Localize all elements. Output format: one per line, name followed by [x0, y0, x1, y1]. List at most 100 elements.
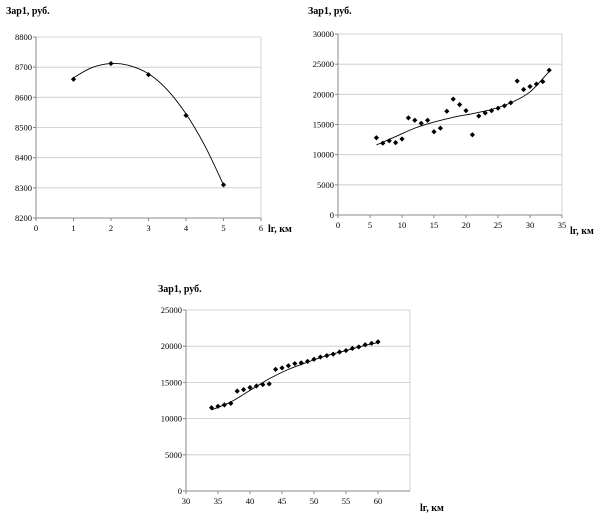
- data-point: [228, 400, 234, 406]
- data-point: [386, 138, 392, 144]
- data-point: [380, 140, 386, 146]
- x-tick-label: 10: [398, 220, 407, 230]
- data-point: [343, 347, 349, 354]
- y-tick-label: 10000: [313, 150, 334, 160]
- data-point: [247, 384, 253, 391]
- chart-2: 0 5000 10000 15000 20000 25000 30000 0 5 10 15 20 25…: [308, 6, 594, 237]
- x-tick-label: 0: [34, 223, 38, 233]
- y-tick-label: 5000: [317, 180, 334, 190]
- data-point: [412, 117, 418, 123]
- y-tick-label: 5000: [165, 450, 182, 460]
- data-point: [527, 83, 533, 90]
- x-tick-label: 30: [182, 496, 191, 506]
- data-point: [418, 120, 424, 126]
- data-point: [215, 403, 221, 409]
- x-tick-label: 5: [368, 220, 372, 230]
- x-tick-label: 2: [109, 223, 113, 233]
- data-point: [337, 349, 343, 355]
- x-axis-title: lг, км: [570, 226, 594, 237]
- x-tick-label: 3: [146, 223, 150, 233]
- x-axis-title: lг, км: [268, 224, 292, 235]
- y-tick-label: 30000: [313, 29, 334, 39]
- data-point: [514, 78, 520, 84]
- data-point: [260, 381, 266, 388]
- y-tick-label: 0: [178, 486, 182, 496]
- data-point: [356, 344, 362, 350]
- data-point: [70, 76, 77, 82]
- x-tick-label: 1: [71, 223, 75, 233]
- y-tick-label: 10000: [161, 414, 182, 424]
- x-tick-label: 40: [246, 496, 255, 506]
- data-point: [305, 358, 311, 365]
- y-tick-label: 8800: [15, 32, 32, 42]
- data-point: [369, 340, 375, 346]
- data-point: [279, 365, 285, 371]
- y-tick-label: 8200: [15, 213, 32, 223]
- chart-1: 8200 8300 8400 8500 8600 8700 8800 0 1 2 3 4 5 6 Зар1,…: [6, 6, 292, 235]
- data-point: [234, 388, 240, 394]
- data-point: [546, 67, 552, 73]
- data-point: [463, 108, 469, 114]
- data-point: [253, 383, 259, 389]
- chart-3: 0 5000 10000 15000 20000 25000 30 35 40 45 50 55 60 З…: [158, 284, 444, 514]
- data-point: [399, 136, 405, 142]
- data-point: [317, 354, 323, 360]
- x-tick-label: 30: [526, 220, 535, 230]
- data-point: [220, 182, 227, 188]
- y-axis-title: Зар1, руб.: [6, 6, 50, 17]
- data-point: [145, 72, 152, 78]
- x-tick-label: 35: [558, 220, 567, 230]
- y-tick-label: 20000: [161, 341, 182, 351]
- y-tick-label: 8600: [15, 92, 32, 102]
- data-point: [508, 100, 514, 106]
- data-point: [349, 345, 355, 351]
- x-tick-label: 35: [214, 496, 223, 506]
- data-point: [476, 113, 482, 119]
- y-tick-label: 15000: [313, 120, 334, 130]
- trend-line: [211, 342, 379, 411]
- data-point: [489, 108, 495, 114]
- data-point: [209, 405, 215, 411]
- data-point: [533, 81, 539, 87]
- data-point: [108, 60, 114, 67]
- data-point: [444, 108, 450, 114]
- data-point: [393, 140, 399, 146]
- data-point: [330, 351, 336, 357]
- x-tick-label: 60: [374, 496, 383, 506]
- y-tick-label: 8400: [15, 153, 32, 163]
- data-point: [311, 356, 317, 362]
- x-tick-label: 25: [494, 220, 503, 230]
- y-tick-label: 0: [330, 210, 334, 220]
- data-point: [362, 342, 368, 348]
- data-point: [495, 105, 501, 111]
- data-point: [521, 86, 527, 93]
- y-tick-label: 25000: [313, 59, 334, 69]
- data-point: [375, 339, 381, 345]
- x-tick-label: 50: [310, 496, 319, 506]
- x-axis-title: lг, км: [420, 503, 444, 514]
- x-tick-label: 6: [259, 223, 263, 233]
- data-point: [273, 366, 279, 372]
- y-tick-label: 8500: [15, 123, 32, 133]
- data-point: [183, 112, 189, 119]
- data-point: [292, 360, 298, 367]
- x-tick-label: 45: [278, 496, 287, 506]
- y-tick-label: 8700: [15, 62, 32, 72]
- data-point: [431, 129, 437, 135]
- data-point: [437, 125, 443, 131]
- x-tick-label: 15: [430, 220, 439, 230]
- data-point: [241, 387, 247, 393]
- data-point: [457, 101, 463, 108]
- data-point: [450, 96, 456, 102]
- data-point: [373, 135, 379, 141]
- x-tick-label: 55: [342, 496, 351, 506]
- trend-line: [376, 71, 550, 146]
- data-point: [540, 79, 546, 85]
- y-axis-title: Зар1, руб.: [308, 6, 352, 17]
- data-point: [285, 363, 291, 369]
- trend-line: [73, 63, 224, 186]
- data-point: [405, 115, 411, 121]
- y-axis-title: Зар1, руб.: [158, 284, 202, 295]
- x-tick-label: 5: [221, 223, 225, 233]
